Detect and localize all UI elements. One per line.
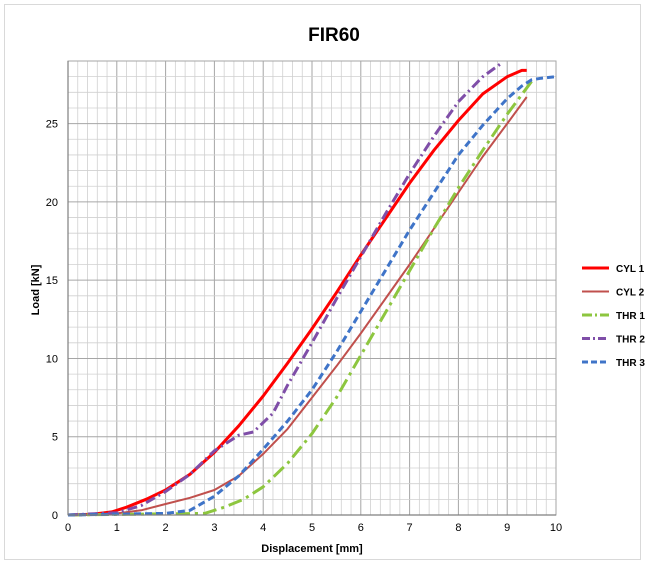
series-line-thr-1	[67, 80, 533, 517]
chart-border	[4, 4, 641, 560]
x-tick-label: 5	[309, 522, 315, 534]
series-line-thr-3	[67, 75, 557, 517]
legend-label: THR 1	[616, 311, 645, 322]
legend-label: THR 3	[616, 358, 645, 369]
y-tick-label: 5	[52, 432, 58, 444]
x-tick-label: 1	[114, 522, 120, 534]
legend: CYL 1 CYL 2 THR 1 THR 2 THR 3	[582, 264, 645, 369]
y-tick-label: 20	[46, 197, 58, 209]
plot-series	[67, 61, 557, 517]
y-tick-label: 25	[46, 119, 58, 131]
x-tick-label: 4	[260, 522, 266, 534]
series-line-cyl-2	[67, 96, 528, 516]
x-tick-label: 6	[358, 522, 364, 534]
y-tick-label: 15	[46, 275, 58, 287]
y-tick-label: 10	[46, 353, 58, 365]
grid	[67, 60, 557, 516]
series-line-thr-2	[67, 61, 504, 517]
x-tick-label: 8	[455, 522, 461, 534]
series-line-cyl-1	[67, 68, 527, 517]
x-axis-title: Displacement [mm]	[261, 543, 363, 555]
legend-label: THR 2	[616, 335, 645, 346]
legend-label: CYL 2	[616, 288, 645, 299]
y-tick-label: 0	[52, 510, 58, 522]
x-tick-label: 9	[504, 522, 510, 534]
x-tick-label: 7	[407, 522, 413, 534]
legend-label: CYL 1	[616, 264, 645, 275]
y-axis-title: Load [kN]	[30, 264, 42, 315]
x-tick-label: 0	[65, 522, 71, 534]
x-tick-label: 2	[163, 522, 169, 534]
axes: 0 1 2 3 4 5 6 7 8 9 10 0 5 10 15 20 25	[46, 61, 562, 534]
chart-title: FIR60	[308, 25, 360, 46]
x-tick-label: 3	[211, 522, 217, 534]
x-tick-label: 10	[550, 522, 562, 534]
